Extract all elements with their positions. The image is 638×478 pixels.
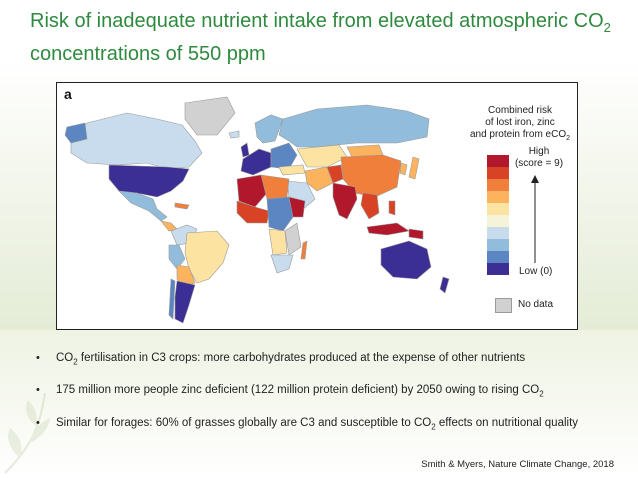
bullet-item: • CO2 fertilisation in C3 crops: more car… xyxy=(36,350,626,370)
bullet-subscript: 2 xyxy=(431,421,436,431)
region-new-zealand xyxy=(439,276,450,294)
bullet-list: • CO2 fertilisation in C3 crops: more car… xyxy=(36,350,626,447)
no-data-swatch xyxy=(495,298,512,313)
legend-title-line3-main: and protein from eCO xyxy=(469,129,567,140)
legend-title-line3: and protein from eCO2 xyxy=(465,129,575,145)
legend-swatch xyxy=(487,251,509,263)
region-greenland xyxy=(184,96,236,136)
legend-swatch xyxy=(487,263,509,275)
region-madagascar xyxy=(300,240,308,260)
region-argentina xyxy=(174,280,196,324)
legend-color-scale xyxy=(487,155,509,275)
legend-title-line2: of lost iron, zinc xyxy=(485,117,555,128)
region-china xyxy=(340,154,402,198)
world-map xyxy=(64,96,450,324)
region-mexico xyxy=(118,190,168,222)
region-east-europe xyxy=(270,142,298,170)
region-india xyxy=(332,182,358,220)
region-chile xyxy=(168,278,176,320)
bullet-dot: • xyxy=(36,416,40,429)
legend-title: Combined risk of lost iron, zinc and pro… xyxy=(465,105,575,145)
region-iceland xyxy=(228,130,240,139)
region-korea xyxy=(399,162,408,176)
region-canada xyxy=(70,112,203,170)
legend-high-line1: High xyxy=(528,146,550,157)
legend-swatch xyxy=(487,203,509,215)
region-iran xyxy=(304,166,334,192)
map-panel: a xyxy=(56,82,578,330)
legend-swatch xyxy=(487,179,509,191)
region-australia xyxy=(380,240,432,280)
legend-swatch xyxy=(487,155,509,167)
background-lower xyxy=(0,330,638,478)
region-japan xyxy=(408,156,420,180)
legend-swatch xyxy=(487,239,509,251)
region-indonesia xyxy=(366,222,410,236)
legend-swatch xyxy=(487,227,509,239)
legend-low: Low (0) xyxy=(519,266,553,277)
no-data-label: No data xyxy=(518,299,554,310)
bullet-subscript: 2 xyxy=(73,357,78,367)
region-central-africa xyxy=(266,196,294,232)
region-caribbean xyxy=(174,202,190,210)
bullet-dot: • xyxy=(36,352,40,364)
bullet-text: fertilisation in C3 crops: more carbohyd… xyxy=(77,352,526,364)
bullet-item: • Similar for forages: 60% of grasses glo… xyxy=(36,415,626,435)
region-png xyxy=(408,228,424,240)
bullet-text: 175 million more people zinc deficient (… xyxy=(56,384,540,397)
legend-title-line3-sub: 2 xyxy=(566,135,571,142)
region-southern-africa-1 xyxy=(268,228,288,256)
region-peru xyxy=(168,244,186,270)
panel-label: a xyxy=(64,86,72,102)
legend-high-line2: (score = 9) xyxy=(514,158,564,169)
bullet-text: Similar for forages: 60% of grasses glob… xyxy=(56,416,432,429)
leaf-watermark-icon xyxy=(4,392,50,474)
legend-title-line1: Combined risk xyxy=(488,105,552,116)
region-usa xyxy=(108,164,190,198)
region-afghanistan xyxy=(326,164,344,184)
region-turkey xyxy=(278,164,306,176)
region-philippines xyxy=(388,200,396,216)
region-horn-africa xyxy=(288,196,306,218)
region-arabia xyxy=(286,180,316,212)
region-scandinavia xyxy=(254,114,284,144)
citation: Smith & Myers, Nature Climate Change, 20… xyxy=(421,459,614,470)
region-south-africa xyxy=(270,254,294,274)
region-russia xyxy=(278,104,430,148)
arrow-up-icon xyxy=(531,175,539,263)
legend-swatch xyxy=(487,215,509,227)
legend-swatch xyxy=(487,167,509,179)
region-west-africa xyxy=(236,200,270,224)
legend-swatch xyxy=(487,191,509,203)
title-main: Risk of inadequate nutrient intake from … xyxy=(30,10,604,32)
title-line2: concentrations of 550 ppm xyxy=(30,43,266,65)
legend-high: High (score = 9) xyxy=(509,146,569,170)
region-brazil xyxy=(184,230,230,284)
bullet-text: effects on nutritional quality xyxy=(435,416,579,429)
title-subscript: 2 xyxy=(603,20,611,35)
region-southeast-asia xyxy=(360,192,380,220)
bullet-text: CO xyxy=(56,352,74,364)
region-north-africa-west xyxy=(236,174,268,208)
bullet-dot: • xyxy=(36,384,40,397)
region-central-asia xyxy=(296,144,348,168)
slide-title: Risk of inadequate nutrient intake from … xyxy=(30,8,620,67)
bullet-subscript: 2 xyxy=(539,389,544,399)
bullet-item: • 175 million more people zinc deficient … xyxy=(36,382,626,402)
region-uk xyxy=(240,142,250,158)
region-alaska xyxy=(64,122,88,144)
region-southern-africa-2 xyxy=(284,222,302,256)
